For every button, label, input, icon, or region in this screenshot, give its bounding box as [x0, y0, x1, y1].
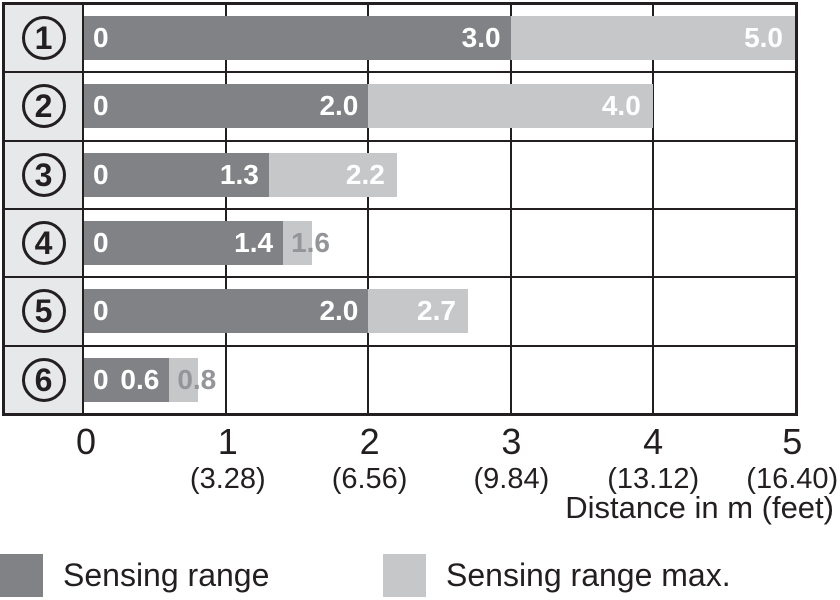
axis-tick: 3 (9.84) [474, 423, 550, 496]
legend-swatch-sensing-range [0, 553, 43, 597]
circled-number: 3 [21, 152, 66, 197]
gridline [509, 141, 512, 208]
bar-sensing-value: 2.0 [319, 295, 359, 327]
row-label-cell: 3 [5, 141, 84, 208]
bar-sensing-value: 0.6 [120, 363, 160, 395]
gridline [651, 141, 654, 208]
tick-label-m: 1 [217, 421, 238, 462]
chart-table: 1 0 3.0 5.0 2 0 2.0 4.0 3 0 1.3 2.2 4 0 1.4 1.6 5 0 2.0 2.7… [2, 2, 798, 416]
axis-tick: 1 (3.28) [190, 423, 266, 496]
tick-label-feet: (9.84) [473, 462, 550, 495]
bar-zero-label: 0 [93, 90, 109, 122]
bar-sensing-value: 2.0 [319, 90, 359, 122]
gridline [651, 73, 654, 140]
row-plot: 0 3.0 5.0 [84, 5, 795, 72]
tick-label-feet: (13.12) [607, 462, 700, 495]
bar-sensing-range [84, 152, 269, 197]
circled-number: 1 [21, 16, 66, 61]
bar-zero-label: 0 [93, 158, 109, 190]
row-label-cell: 5 [5, 278, 84, 345]
gridline [651, 278, 654, 345]
chart-row: 2 0 2.0 4.0 [5, 73, 795, 142]
gridline [509, 346, 512, 413]
gridline [651, 346, 654, 413]
axis-tick: 5 (16.40) [746, 423, 838, 496]
gridline [651, 209, 654, 277]
bar-max-value: 5.0 [744, 22, 783, 54]
bar-sensing-range [84, 221, 284, 266]
tick-label-m: 2 [359, 421, 380, 462]
row-label-cell: 4 [5, 209, 84, 277]
legend-label-sensing-range-max: Sensing range max. [446, 557, 731, 593]
chart-row: 4 0 1.4 1.6 [5, 209, 795, 279]
tick-label-feet: (6.56) [331, 462, 408, 495]
bar-zero-label: 0 [93, 227, 109, 259]
bar-max-value: 0.8 [177, 363, 217, 395]
tick-label-m: 4 [643, 421, 664, 462]
gridline [509, 278, 512, 345]
circled-number: 5 [21, 289, 66, 334]
tick-label-feet: (3.28) [189, 462, 266, 495]
row-label-cell: 6 [5, 346, 84, 413]
gridline [367, 209, 370, 277]
bar-sensing-range [84, 357, 170, 402]
bar-max-value: 4.0 [601, 90, 641, 122]
row-label-cell: 2 [5, 73, 84, 140]
circled-number: 6 [21, 357, 66, 402]
bar-zero-label: 0 [93, 295, 109, 327]
tick-label-m: 0 [75, 421, 97, 462]
row-plot: 0 0.6 0.8 [84, 346, 795, 413]
legend-item-sensing-range: Sensing range [0, 553, 269, 597]
bar-sensing-range [84, 16, 511, 61]
legend-label-sensing-range: Sensing range [63, 557, 270, 593]
circled-number: 4 [21, 221, 66, 266]
bar-max-value: 2.2 [345, 158, 385, 190]
row-plot: 0 2.0 4.0 [84, 73, 795, 140]
circled-number: 2 [21, 84, 66, 129]
tick-label-m: 5 [782, 421, 803, 462]
bar-sensing-range [84, 84, 369, 129]
x-axis: 0 1 (3.28) 2 (6.56) 3 (9.84) 4 (13.12) 5 (16.40) [76, 423, 838, 496]
bar-sensing-value: 3.0 [461, 22, 501, 54]
bar-sensing-range [84, 289, 369, 334]
row-plot: 0 2.0 2.7 [84, 278, 795, 345]
legend-swatch-sensing-range-max [383, 553, 426, 597]
chart-row: 5 0 2.0 2.7 [5, 278, 795, 347]
row-plot: 0 1.3 2.2 [84, 141, 795, 208]
legend-item-sensing-range-max: Sensing range max. [383, 553, 731, 597]
axis-tick: 0 [76, 423, 96, 464]
bar-max-value: 1.6 [291, 227, 331, 259]
bar-sensing-value: 1.3 [219, 158, 259, 190]
axis-tick: 4 (13.12) [607, 423, 699, 496]
row-label-cell: 1 [5, 5, 84, 72]
chart-row: 1 0 3.0 5.0 [5, 5, 795, 74]
tick-label-feet: (16.40) [746, 462, 839, 495]
bar-sensing-value: 1.4 [234, 227, 274, 259]
chart-row: 3 0 1.3 2.2 [5, 141, 795, 210]
gridline [225, 346, 228, 413]
chart-row: 6 0 0.6 0.8 [5, 346, 795, 413]
gridline [509, 209, 512, 277]
x-axis-label: Distance in m (feet) [565, 490, 834, 525]
axis-tick: 2 (6.56) [332, 423, 408, 496]
row-plot: 0 1.4 1.6 [84, 209, 795, 277]
bar-max-value: 2.7 [417, 295, 456, 327]
gridline [367, 346, 370, 413]
bar-zero-label: 0 [93, 22, 109, 54]
bar-zero-label: 0 [93, 363, 109, 395]
legend: Sensing range Sensing range max. [0, 553, 840, 597]
tick-label-m: 3 [501, 421, 522, 462]
